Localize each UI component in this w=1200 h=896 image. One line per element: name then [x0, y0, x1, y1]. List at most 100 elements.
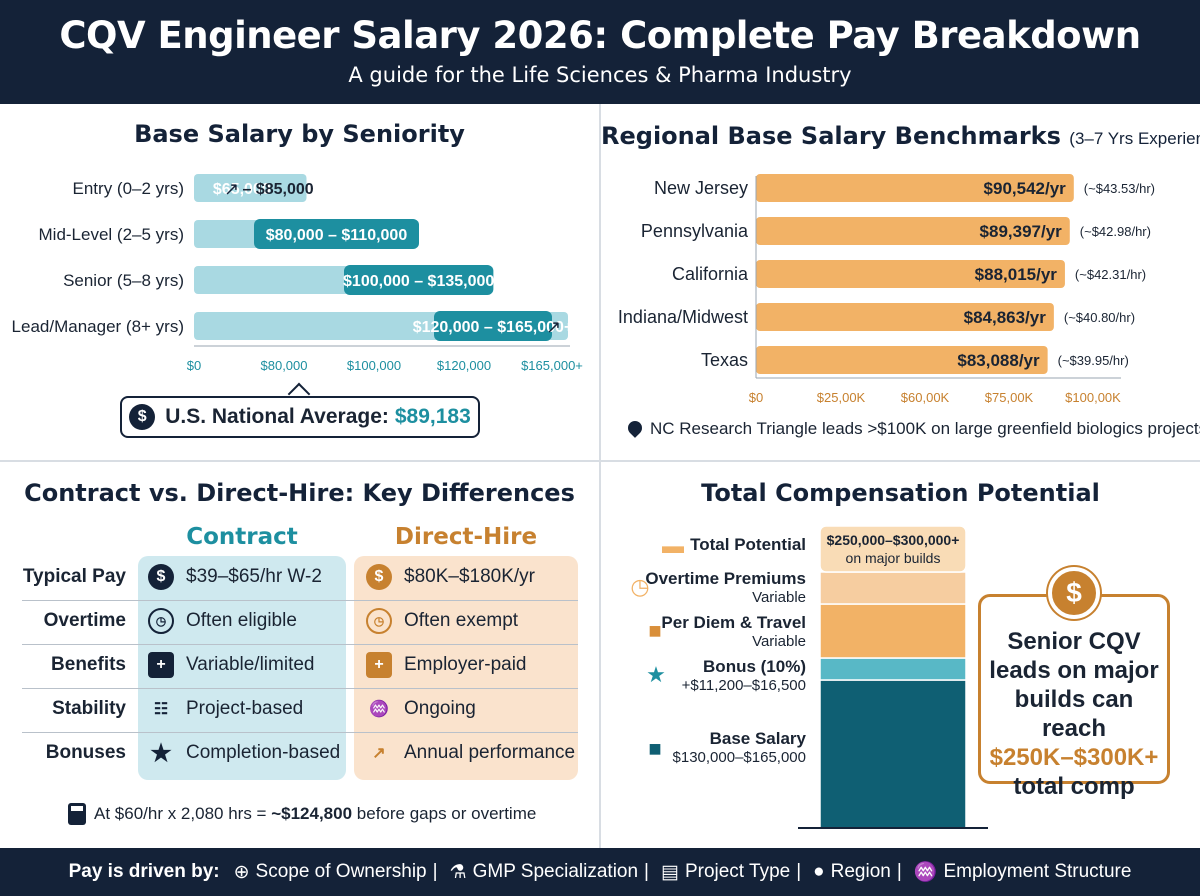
seg-detail-base: $130,000–$165,000 [672, 749, 806, 766]
calculator-icon [68, 803, 86, 825]
direct-bonuses: ↗ Annual performance [366, 740, 575, 766]
direct-typical-pay-text: $80K–$180K/yr [404, 566, 535, 587]
stack-segment-per-diem-travel [819, 603, 967, 659]
x-tick-label: $60,00K [901, 390, 950, 405]
total-comp-chart: $250,000–$300,000+ on major builds [798, 525, 988, 829]
region-value-label: $89,397/yr [980, 222, 1063, 241]
direct-bonuses-text: Annual performance [404, 742, 576, 763]
x-tick-label: $165,000+ [521, 358, 583, 373]
region-label: Texas [701, 350, 748, 370]
clock-icon: ◷ [630, 574, 650, 599]
clock-icon: ◷ [366, 608, 392, 634]
blueprint-icon: ▤ [660, 861, 679, 883]
region-value-label: $83,088/yr [957, 351, 1040, 370]
briefcase-icon: ■ [648, 618, 662, 643]
contract-stability-text: Project-based [186, 698, 304, 719]
national-average-label: U.S. National Average: [165, 405, 389, 428]
region-bar [756, 346, 1048, 374]
seg-name-bonus: Bonus (10%) [703, 657, 806, 676]
seg-name-overtime: Overtime Premiums [645, 569, 806, 588]
dollar-icon: $ [148, 564, 174, 590]
direct-stability-text: Ongoing [404, 698, 476, 719]
region-hourly-label: (~$40.80/hr) [1064, 310, 1135, 325]
dollar-icon: $ [129, 404, 156, 430]
range-bar [344, 265, 494, 295]
calc-suffix: before gaps or overtime [356, 804, 537, 823]
footer-banner: Pay is driven by: ⊕ Scope of Ownership | … [0, 848, 1200, 896]
dollar-icon: $ [366, 564, 392, 590]
regional-note: NC Research Triangle leads >$100K on lar… [625, 418, 1200, 439]
callout-line2: leads on major [989, 657, 1159, 684]
footer-item-structure: Employment Structure [943, 861, 1132, 882]
direct-stability: ♒ Ongoing [366, 696, 476, 722]
globe-icon: ⊕ [233, 861, 250, 883]
x-tick-label: $0 [187, 358, 201, 373]
contract-benefits: + Variable/limited [148, 652, 314, 678]
direct-overtime: ◷ Often exempt [366, 608, 518, 634]
flask-icon: ⚗ [449, 861, 467, 883]
footer-item-region: Region [830, 861, 891, 882]
x-tick-label: $25,00K [817, 390, 866, 405]
star-icon: ★ [150, 739, 172, 767]
x-tick-label: $100,000 [347, 358, 401, 373]
seg-name-total: Total Potential [690, 535, 806, 554]
row-label-overtime: Overtime [43, 610, 126, 631]
calc-value: ~$124,800 [271, 804, 353, 823]
stack-segment-base-salary [819, 679, 967, 829]
senior-leads-callout: Senior CQV leads on major builds can rea… [978, 594, 1170, 800]
row-label-typical-pay: Typical Pay [22, 566, 126, 587]
row-divider [22, 732, 578, 733]
category-label: Senior (5–8 yrs) [63, 271, 184, 290]
seg-label-bonus: Bonus (10%) +$11,200–$16,500 [640, 657, 806, 694]
regional-chart-title-wrap: Regional Base Salary Benchmarks (3–7 Yrs… [601, 122, 1200, 150]
range-label: $80,000 – $110,000 [266, 227, 408, 244]
x-tick-label: $80,000 [261, 358, 308, 373]
region-label: California [672, 264, 749, 284]
range-bar [254, 219, 419, 249]
range-label: $120,000 – $165,000+ [413, 319, 574, 336]
direct-typical-pay: $ $80K–$180K/yr [366, 564, 535, 590]
range-label: $100,000 – $135,000 [343, 273, 494, 290]
contract-bonuses-text: Completion-based [186, 742, 341, 763]
seg-name-perdiem: Per Diem & Travel [661, 613, 806, 632]
callout-line4: total comp [1013, 773, 1135, 800]
x-tick-label: $120,000 [437, 358, 491, 373]
row-divider [22, 644, 578, 645]
calc-prefix: At $60/hr x 2,080 hrs = [94, 804, 267, 823]
region-value-label: $84,863/yr [964, 308, 1047, 327]
cash-icon: ▬ [662, 533, 684, 558]
contract-typical-pay-text: $39–$65/hr W-2 [186, 566, 322, 587]
stack-segment-total-potential [819, 525, 967, 573]
regional-chart-title: Regional Base Salary Benchmarks [601, 122, 1061, 150]
track-bar [194, 174, 307, 202]
handshake-icon: ♒ [369, 701, 389, 718]
total-comp-title: Total Compensation Potential [701, 479, 1100, 507]
trend-arrow-icon: ↗ [224, 179, 239, 199]
seg-detail-overtime: Variable [752, 589, 806, 606]
briefcase-icon: ■ [648, 736, 662, 761]
contract-overtime-text: Often eligible [186, 610, 297, 631]
row-label-benefits: Benefits [51, 654, 126, 675]
medical-kit-icon: + [148, 652, 174, 678]
category-label: Lead/Manager (8+ yrs) [12, 317, 184, 336]
callout-line1: Senior CQV [1007, 628, 1141, 655]
seg-label-base: Base Salary $130,000–$165,000 [640, 729, 806, 766]
x-tick-label: $100,00K [1065, 390, 1121, 405]
national-average-box: $ U.S. National Average: $89,183 [120, 396, 480, 438]
seniority-chart-title: Base Salary by Seniority [134, 120, 465, 148]
star-icon: ★ [646, 662, 666, 687]
range-label: $65,000 [213, 181, 271, 198]
region-label: Pennsylvania [641, 221, 749, 241]
contract-bonuses: ★ Completion-based [148, 739, 341, 767]
footer-separator: | [896, 861, 902, 882]
direct-hire-column-header: Direct-Hire [394, 524, 538, 550]
footer-item-gmp: GMP Specialization [472, 861, 639, 882]
footer-lead: Pay is driven by: [68, 861, 220, 882]
category-label: Entry (0–2 yrs) [73, 179, 184, 198]
contract-typical-pay: $ $39–$65/hr W-2 [148, 564, 322, 590]
x-tick-label: $0 [749, 390, 763, 405]
direct-benefits: + Employer-paid [366, 652, 527, 678]
row-label-bonuses: Bonuses [45, 742, 126, 763]
medical-kit-icon: + [366, 652, 392, 678]
clock-icon: ◷ [148, 608, 174, 634]
